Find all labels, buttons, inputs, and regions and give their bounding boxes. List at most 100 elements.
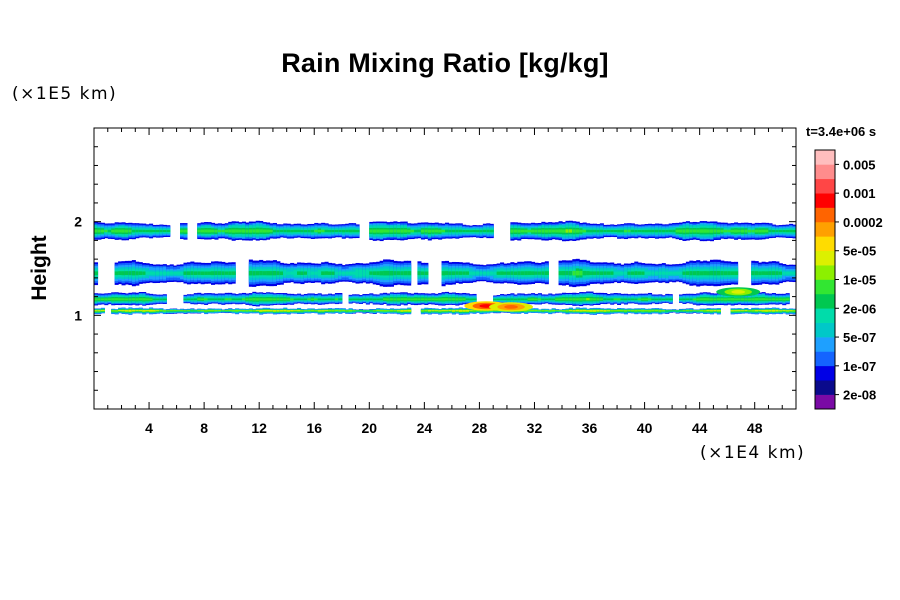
heatmap-cell <box>472 310 477 312</box>
heatmap-cell <box>228 310 233 312</box>
heatmap-cell <box>582 298 587 301</box>
heatmap-cell <box>627 298 632 301</box>
heatmap-cell <box>469 271 474 275</box>
heatmap-cell <box>682 229 687 233</box>
heatmap-cell <box>217 229 222 233</box>
heatmap-cell <box>747 310 752 312</box>
heatmap-cell <box>245 229 250 233</box>
heatmap-cell <box>118 298 123 301</box>
y-axis-scale-label: (×1E5 km) <box>12 84 118 104</box>
heatmap-cell <box>771 229 776 233</box>
heatmap-cell <box>475 230 481 233</box>
x-tick-label: 32 <box>527 420 543 436</box>
heatmap-cell <box>238 229 243 233</box>
heatmap-cell <box>193 271 198 275</box>
heatmap-cell <box>579 229 584 233</box>
heatmap-cell <box>338 229 343 233</box>
heatmap-cell <box>744 298 749 301</box>
heatmap-cell <box>365 271 370 275</box>
heatmap-cell <box>599 229 604 233</box>
heatmap-cell <box>362 271 367 275</box>
heatmap-cell <box>709 229 715 233</box>
heatmap-cell <box>94 271 99 276</box>
heatmap-cell <box>469 230 474 233</box>
heatmap-cell <box>527 271 532 276</box>
heatmap-cell <box>747 229 752 233</box>
heatmap-cell <box>420 271 425 276</box>
heatmap-cell <box>610 310 615 312</box>
heatmap-cell <box>128 271 133 276</box>
heatmap-cell <box>637 271 642 275</box>
heatmap-cell <box>372 271 377 276</box>
heatmap-cell <box>679 310 684 312</box>
heatmap-cell <box>562 271 567 276</box>
heatmap-cell <box>572 298 577 301</box>
heatmap-cell <box>630 298 635 301</box>
heatmap-cell <box>613 230 618 233</box>
heatmap-cell <box>565 271 570 276</box>
heatmap-cell <box>221 271 226 276</box>
heatmap-cell <box>534 271 539 275</box>
heatmap-cell <box>441 310 446 312</box>
heatmap-cell <box>221 298 226 301</box>
heatmap-cell <box>599 298 604 301</box>
heatmap-cell <box>259 270 264 276</box>
heatmap-cell <box>665 271 670 275</box>
heatmap-cell <box>696 229 701 233</box>
heatmap-cell <box>462 310 467 312</box>
heatmap-cell <box>204 271 209 275</box>
heatmap-cell <box>510 229 515 233</box>
heatmap-cell <box>575 310 580 312</box>
heatmap-cell <box>792 271 796 275</box>
heatmap-cell <box>544 298 549 301</box>
heatmap-cell <box>328 271 333 275</box>
heatmap-cell <box>438 310 443 312</box>
heatmap-cell <box>97 310 102 312</box>
heatmap-cell <box>190 298 195 301</box>
heatmap-cell <box>180 310 185 312</box>
heatmap-cell <box>730 298 735 301</box>
colorbar-segment <box>815 293 835 309</box>
heatmap-cell <box>730 229 735 233</box>
heatmap-cell <box>758 229 763 233</box>
heatmap-cell <box>159 229 164 233</box>
heatmap-cell <box>493 298 498 301</box>
heatmap-cell <box>603 271 608 275</box>
heatmap-cell <box>138 271 143 275</box>
heatmap-cell <box>379 229 384 233</box>
heatmap-cell <box>482 271 487 275</box>
heatmap-cell <box>310 310 315 312</box>
heatmap-cell <box>379 298 384 301</box>
heatmap-cell <box>224 310 229 312</box>
heatmap-cell <box>537 298 542 301</box>
heatmap-cell <box>489 310 494 311</box>
heatmap-cell <box>111 310 116 312</box>
heatmap-cell <box>272 298 277 301</box>
heatmap-cell <box>778 310 783 312</box>
heatmap-cell <box>703 229 708 233</box>
heatmap-cell <box>279 310 284 312</box>
heatmap-cell <box>589 229 594 233</box>
heatmap-cell <box>685 310 690 312</box>
heatmap-cell <box>544 271 549 276</box>
heatmap-cell <box>166 230 171 233</box>
heatmap-cell <box>121 229 126 233</box>
heatmap-cell <box>317 271 322 275</box>
heatmap-cell <box>592 298 598 301</box>
heatmap-hotspot <box>731 290 746 294</box>
heatmap-cell <box>403 271 408 276</box>
heatmap-cell <box>328 298 333 301</box>
heatmap-cell <box>272 271 277 276</box>
heatmap-cell <box>675 310 680 312</box>
heatmap-cell <box>166 310 171 312</box>
heatmap-cell <box>648 298 653 301</box>
heatmap-cell <box>190 310 195 312</box>
heatmap-cell <box>675 229 680 233</box>
heatmap-cell <box>751 298 756 301</box>
heatmap-cell <box>534 298 539 301</box>
heatmap-cell <box>259 229 264 233</box>
heatmap-cell <box>758 310 763 312</box>
heatmap-cell <box>145 310 150 312</box>
heatmap-cell <box>445 298 450 301</box>
heatmap-cell <box>479 230 484 233</box>
